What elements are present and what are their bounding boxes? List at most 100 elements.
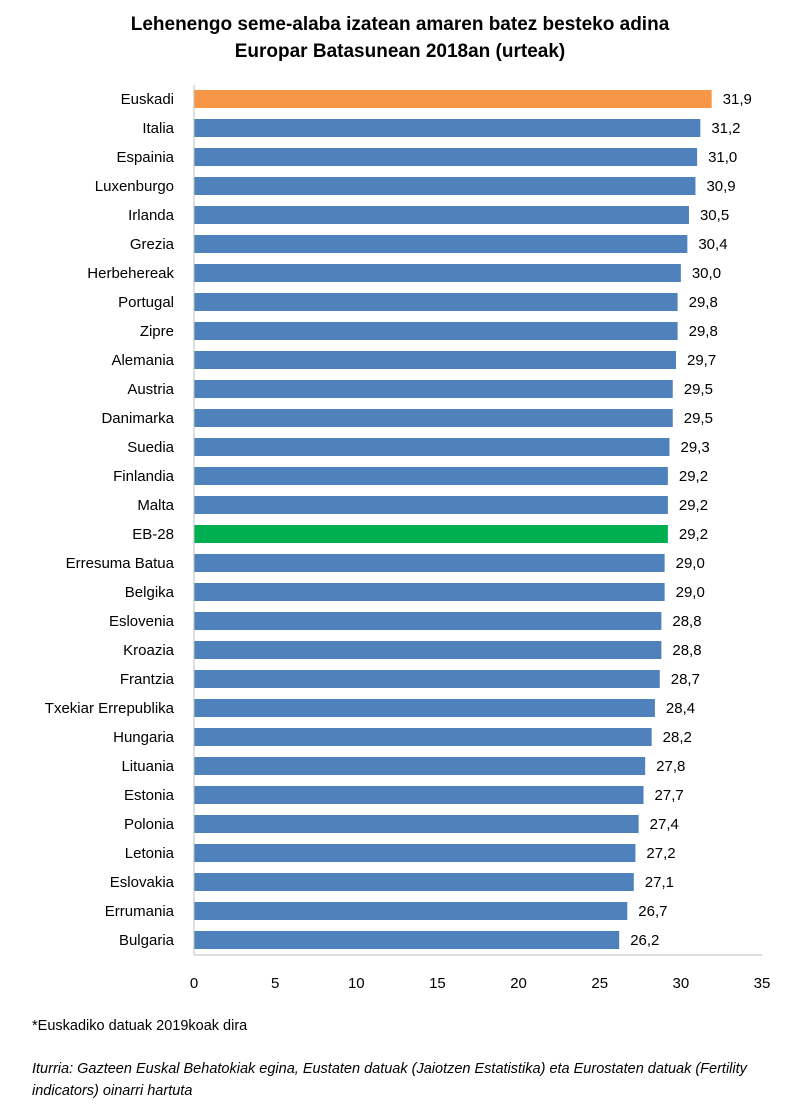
value-label: 27,2	[646, 845, 675, 862]
value-label: 31,2	[711, 120, 740, 137]
x-tick-label: 5	[271, 975, 279, 992]
value-label: 29,8	[689, 294, 718, 311]
bar-polonia	[194, 815, 639, 833]
footnote: *Euskadiko datuak 2019koak dira	[32, 1018, 248, 1034]
value-label: 30,4	[698, 236, 727, 253]
category-label: Zipre	[140, 323, 174, 340]
category-label: Errumania	[105, 903, 175, 920]
bar-suedia	[194, 438, 670, 456]
x-tick-label: 25	[591, 975, 608, 992]
bar-luxenburgo	[194, 177, 696, 195]
category-label: Lituania	[121, 758, 174, 775]
category-label: Danimarka	[101, 410, 174, 427]
category-label: Bulgaria	[119, 932, 175, 949]
category-label: Austria	[127, 381, 174, 398]
category-label: Irlanda	[128, 207, 175, 224]
bar-malta	[194, 496, 668, 514]
category-label: Grezia	[130, 236, 175, 253]
bar-eslovakia	[194, 873, 634, 891]
value-label: 28,8	[672, 642, 701, 659]
value-label: 28,4	[666, 700, 695, 717]
source-note: Iturria: Gazteen Euskal Behatokiak egina…	[32, 1061, 747, 1099]
bar-errumania	[194, 902, 628, 920]
bar-kroazia	[194, 641, 662, 659]
bar-eslovenia	[194, 612, 662, 630]
category-label: EB-28	[132, 526, 174, 543]
value-label: 31,0	[708, 149, 737, 166]
bar-austria	[194, 380, 673, 398]
value-label: 30,0	[692, 265, 721, 282]
category-label: Frantzia	[120, 671, 175, 688]
bar-frantzia	[194, 670, 660, 688]
bar-estonia	[194, 786, 644, 804]
value-label: 30,5	[700, 207, 729, 224]
bar-finlandia	[194, 467, 668, 485]
x-tick-label: 0	[190, 975, 198, 992]
x-tick-label: 35	[754, 975, 771, 992]
category-label: Portugal	[118, 294, 174, 311]
bar-letonia	[194, 844, 636, 862]
value-label: 29,5	[684, 410, 713, 427]
category-label: Txekiar Errepublika	[45, 700, 175, 717]
category-label: Suedia	[127, 439, 174, 456]
category-label: Alemania	[111, 352, 174, 369]
value-label: 29,7	[687, 352, 716, 369]
value-label: 26,2	[630, 932, 659, 949]
category-label: Estonia	[124, 787, 175, 804]
value-label: 29,2	[679, 497, 708, 514]
category-label: Luxenburgo	[95, 178, 174, 195]
category-label: Kroazia	[123, 642, 175, 659]
value-label: 28,2	[663, 729, 692, 746]
category-label: Letonia	[125, 845, 175, 862]
bar-chart: Euskadi 31,9 Italia 31,2 Espainia 31,0 Luxenbu…	[45, 85, 771, 992]
chart-title-line-2: Europar Batasunean 2018an (urteak)	[234, 41, 566, 62]
bar-danimarka	[194, 409, 673, 427]
bar-irlanda	[194, 206, 689, 224]
value-label: 29,0	[676, 584, 705, 601]
value-label: 28,7	[671, 671, 700, 688]
category-label: Italia	[142, 120, 174, 137]
category-label: Malta	[137, 497, 174, 514]
bar-bulgaria	[194, 931, 620, 949]
x-tick-label: 20	[510, 975, 527, 992]
value-label: 29,8	[689, 323, 718, 340]
category-label: Eslovakia	[110, 874, 175, 891]
value-label: 26,7	[638, 903, 667, 920]
chart-title-line-1: Lehenengo seme-alaba izatean amaren bate…	[130, 14, 670, 35]
category-label: Erresuma Batua	[66, 555, 175, 572]
value-label: 29,2	[679, 526, 708, 543]
bar-hungaria	[194, 728, 652, 746]
bar-espainia	[194, 148, 698, 166]
category-label: Eslovenia	[109, 613, 175, 630]
value-label: 29,5	[684, 381, 713, 398]
value-label: 31,9	[723, 91, 752, 108]
bar-alemania	[194, 351, 676, 369]
bar-grezia	[194, 235, 688, 253]
bar-portugal	[194, 293, 678, 311]
category-label: Espainia	[116, 149, 174, 166]
x-tick-label: 15	[429, 975, 446, 992]
value-label: 30,9	[706, 178, 735, 195]
x-tick-label: 30	[673, 975, 690, 992]
bar-italia	[194, 119, 701, 137]
value-label: 27,1	[645, 874, 674, 891]
value-label: 29,0	[676, 555, 705, 572]
bar-herbehereak	[194, 264, 681, 282]
category-label: Belgika	[125, 584, 175, 601]
value-label: 29,2	[679, 468, 708, 485]
value-label: 27,7	[655, 787, 684, 804]
bar-eb-28	[194, 525, 668, 543]
category-label: Euskadi	[121, 91, 174, 108]
x-tick-label: 10	[348, 975, 365, 992]
bar-belgika	[194, 583, 665, 601]
bar-euskadi	[194, 90, 712, 108]
value-label: 29,3	[680, 439, 709, 456]
category-label: Polonia	[124, 816, 175, 833]
bar-lituania	[194, 757, 646, 775]
category-label: Finlandia	[113, 468, 175, 485]
bar-zipre	[194, 322, 678, 340]
value-label: 27,4	[650, 816, 679, 833]
bar-txekiar-errepublika	[194, 699, 655, 717]
category-label: Herbehereak	[87, 265, 174, 282]
value-label: 28,8	[672, 613, 701, 630]
